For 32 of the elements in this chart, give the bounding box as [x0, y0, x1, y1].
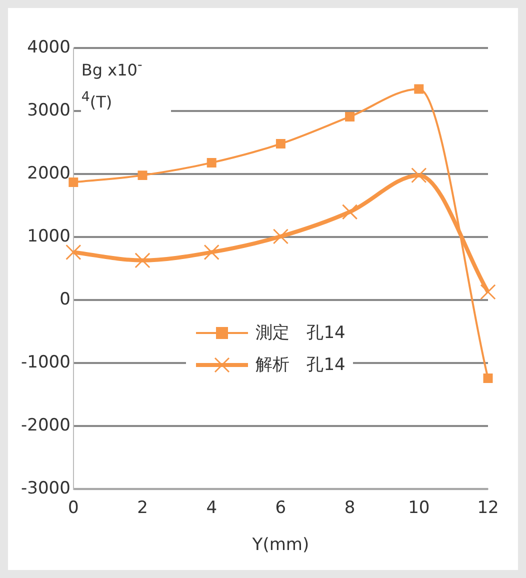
y-tick-label: 2000 — [27, 163, 70, 184]
point — [276, 139, 286, 149]
y-tick-label: 4000 — [27, 37, 70, 58]
x-tick-label: 4 — [206, 498, 218, 518]
point — [414, 84, 424, 94]
y-tick-label: 3000 — [27, 100, 70, 120]
point — [342, 204, 358, 220]
point — [480, 284, 496, 300]
point — [66, 244, 82, 260]
x-tick-label: 12 — [477, 498, 499, 518]
y-tick-label: -2000 — [20, 416, 70, 436]
point — [272, 228, 289, 244]
point — [483, 374, 493, 384]
point — [134, 252, 150, 268]
point — [411, 167, 427, 184]
point — [138, 170, 148, 180]
x-tick-label: 8 — [344, 498, 356, 518]
point — [204, 244, 220, 260]
point — [345, 112, 355, 122]
x-axis-title: Y(mm) — [251, 535, 310, 556]
point — [206, 158, 216, 168]
x-tick-label: 10 — [408, 498, 430, 518]
x-tick-label: 2 — [137, 498, 148, 518]
legend-label: 測定 孔14 — [256, 322, 346, 344]
x-tick-label: 6 — [275, 498, 286, 518]
legend-label: 解析 孔14 — [256, 354, 346, 376]
y-tick-label: -3000 — [20, 478, 70, 499]
y-tick-label: -1000 — [20, 352, 70, 373]
y-tick-label: 0 — [60, 290, 70, 310]
text: Bg x10$^{-}$$^{4}$(T) — [81, 58, 142, 112]
y-tick-label: 1000 — [27, 226, 70, 247]
point — [68, 178, 78, 187]
